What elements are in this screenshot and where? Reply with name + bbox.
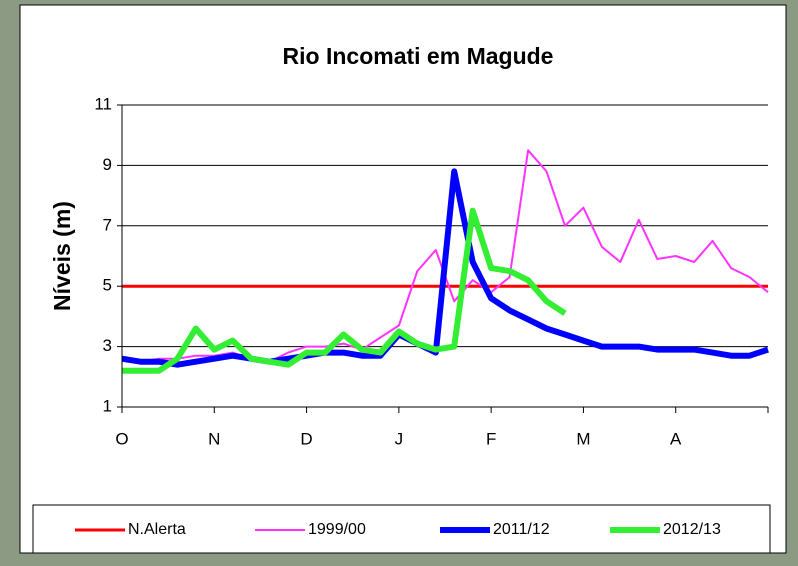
legend-label: N.Alerta bbox=[128, 521, 186, 538]
series-line bbox=[121, 168, 769, 368]
legend-label: 1999/00 bbox=[308, 521, 366, 538]
legend-label: 2012/13 bbox=[663, 521, 721, 538]
y-tick-label: 11 bbox=[94, 94, 112, 113]
x-tick-label: J bbox=[395, 429, 404, 448]
y-axis-label: Níveis (m) bbox=[49, 201, 75, 311]
y-tick-label: 1 bbox=[103, 396, 112, 415]
x-tick-label: M bbox=[576, 429, 590, 448]
y-tick-label: 7 bbox=[103, 215, 112, 234]
x-tick-label: D bbox=[300, 429, 312, 448]
x-tick-label: N bbox=[208, 429, 220, 448]
chart-title: Rio Incomati em Magude bbox=[283, 43, 554, 69]
y-tick-label: 5 bbox=[103, 276, 112, 295]
series-line bbox=[122, 207, 567, 374]
y-tick-label: 9 bbox=[103, 155, 112, 174]
y-tick-label: 3 bbox=[103, 336, 112, 355]
x-tick-label: A bbox=[670, 429, 682, 448]
x-tick-label: O bbox=[115, 429, 128, 448]
legend-label: 2011/12 bbox=[493, 521, 550, 538]
x-tick-label: F bbox=[486, 429, 496, 448]
chart-area bbox=[19, 4, 787, 554]
